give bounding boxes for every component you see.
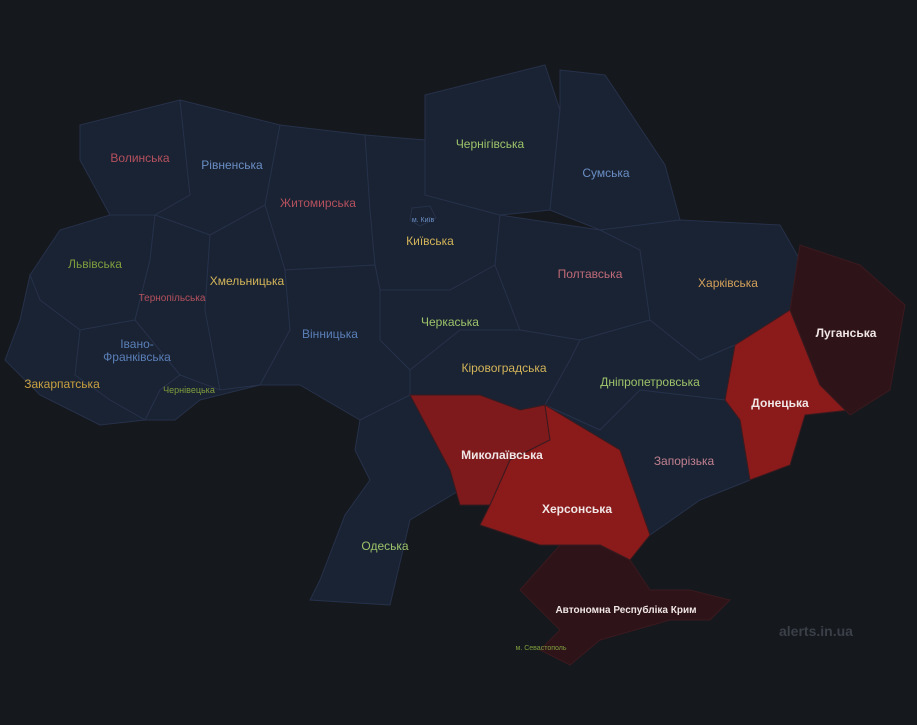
region-label-zhytomyrska: Житомирська <box>280 196 356 210</box>
region-label-kyiv-city: м. Київ <box>412 217 435 224</box>
region-label-zaporizka: Запорізька <box>654 454 715 468</box>
watermark: alerts.in.ua <box>779 623 853 639</box>
region-label-kyivska: Київська <box>406 234 454 248</box>
region-label-crimea: Автономна Республіка Крим <box>555 604 696 616</box>
region-label-donetska: Донецька <box>751 396 809 410</box>
region-luhanska[interactable] <box>789 244 906 416</box>
region-chernihivska[interactable] <box>424 64 561 216</box>
region-label-volynska: Волинська <box>110 151 170 165</box>
region-label-sevastopol: м. Севастополь <box>516 645 567 652</box>
region-label-chernivetska: Чернівецька <box>163 385 215 395</box>
region-label-chernihivska: Чернігівська <box>456 137 525 151</box>
region-crimea[interactable] <box>519 544 731 666</box>
region-label-zakarpatska: Закарпатська <box>24 377 100 391</box>
region-label-luhanska: Луганська <box>816 326 877 340</box>
region-label-vinnytska: Вінницька <box>302 327 358 341</box>
region-sumska[interactable] <box>549 69 681 231</box>
region-label-sumska: Сумська <box>582 166 630 180</box>
region-label-ivano-frankivska: Івано-Франківська <box>103 337 171 364</box>
region-label-dnipropetrovska: Дніпропетровська <box>600 375 700 389</box>
region-label-rivnenska: Рівненська <box>201 158 263 172</box>
region-label-mykolaivska: Миколаївська <box>461 448 543 462</box>
region-label-kirovohradska: Кіровоградська <box>461 361 546 375</box>
region-chernivetska[interactable] <box>144 374 261 421</box>
region-label-lvivska: Львівська <box>68 257 122 271</box>
region-label-ternopilska: Тернопільська <box>139 293 206 304</box>
region-label-khmelnytska: Хмельницька <box>210 274 285 288</box>
region-kyiv-city[interactable] <box>409 205 437 227</box>
region-label-khersonska: Херсонська <box>542 502 612 516</box>
region-label-cherkaska: Черкаська <box>421 315 479 329</box>
region-label-odeska: Одеська <box>361 539 409 553</box>
region-label-kharkivska: Харківська <box>698 276 758 290</box>
region-label-poltavska: Полтавська <box>558 267 623 281</box>
